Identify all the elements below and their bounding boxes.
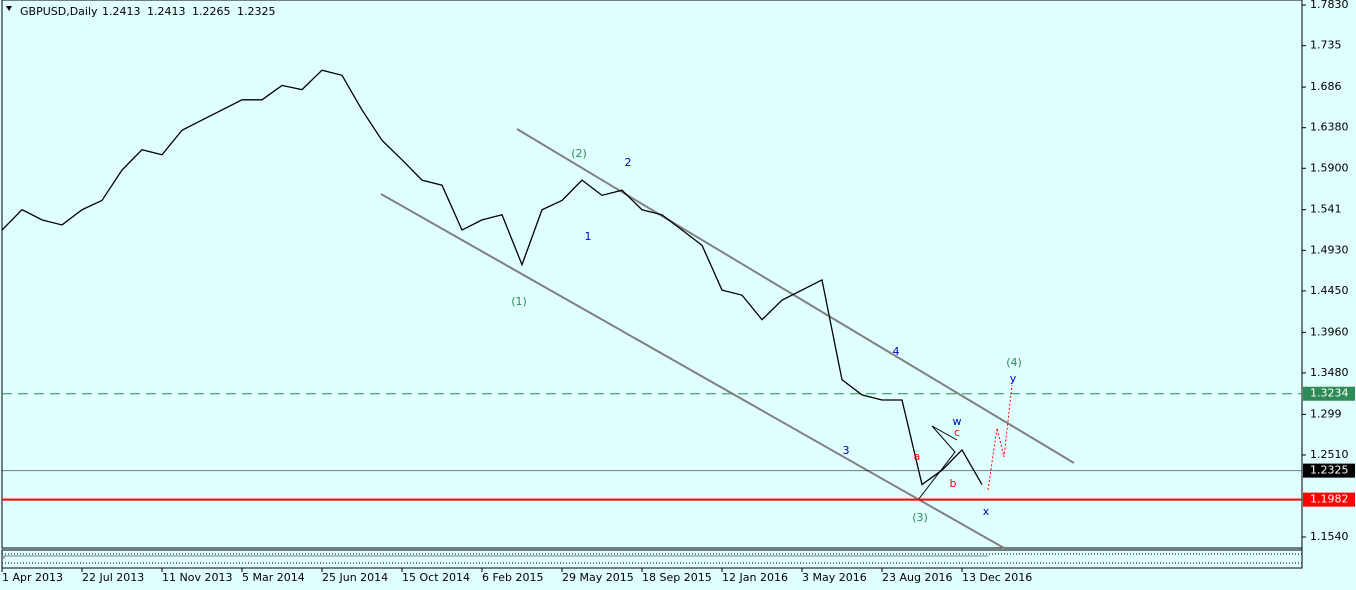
wave-label: y bbox=[1010, 372, 1017, 385]
y-tick-label: 1.6380 bbox=[1310, 121, 1349, 134]
y-tick-label: 1.541 bbox=[1310, 203, 1342, 216]
y-tick-label: 1.2510 bbox=[1310, 448, 1349, 461]
ohlc-value: 1.2265 bbox=[192, 5, 231, 18]
y-tick-label: 1.735 bbox=[1310, 39, 1342, 52]
wave-label: c bbox=[954, 426, 960, 439]
wave-label: b bbox=[950, 477, 957, 490]
ohlc-value: 1.2413 bbox=[102, 5, 141, 18]
projection bbox=[987, 384, 1013, 491]
x-tick-label: 11 Nov 2013 bbox=[162, 571, 232, 584]
y-tick-label: 1.5900 bbox=[1310, 161, 1349, 174]
triangle-lines bbox=[917, 425, 958, 501]
wave-label: w bbox=[953, 415, 962, 428]
x-tick-label: 22 Jul 2013 bbox=[82, 571, 144, 584]
price-label-bg bbox=[1303, 463, 1355, 478]
price-line bbox=[1, 69, 983, 486]
indicator-frame bbox=[1, 549, 1303, 569]
price-label: 1.3234 bbox=[1310, 387, 1349, 400]
wave-label: (3) bbox=[912, 511, 928, 524]
y-tick-label: 1.686 bbox=[1310, 80, 1342, 93]
x-tick-label: 25 Jun 2014 bbox=[322, 571, 388, 584]
y-tick-label: 1.3480 bbox=[1310, 366, 1349, 379]
wave-label: 4 bbox=[893, 345, 900, 358]
channel-lower bbox=[380, 193, 1005, 549]
ohlc-value: 1.2325 bbox=[237, 5, 276, 18]
wave-label: 3 bbox=[843, 444, 850, 457]
wave-label: 2 bbox=[625, 156, 632, 169]
price-label-bg bbox=[1303, 492, 1355, 507]
price-label-bg bbox=[1303, 386, 1355, 401]
price-label: 1.2325 bbox=[1310, 464, 1349, 477]
menu-triangle bbox=[6, 6, 12, 11]
ohlc-value: 1.2413 bbox=[147, 5, 186, 18]
channel-upper bbox=[516, 128, 1075, 464]
x-tick-label: 23 Aug 2016 bbox=[882, 571, 952, 584]
y-tick-label: 1.299 bbox=[1310, 407, 1342, 420]
wave-label: (2) bbox=[571, 147, 587, 160]
x-tick-label: 29 May 2015 bbox=[562, 571, 634, 584]
plot-frame bbox=[1, 0, 1303, 549]
x-tick-label: 1 Apr 2013 bbox=[2, 571, 63, 584]
y-tick-label: 1.4930 bbox=[1310, 243, 1349, 256]
x-tick-label: 18 Sep 2015 bbox=[642, 571, 712, 584]
x-tick-label: 6 Feb 2015 bbox=[482, 571, 543, 584]
wave-label: (4) bbox=[1006, 356, 1022, 369]
wave-label: (1) bbox=[511, 295, 527, 308]
x-tick-label: 13 Dec 2016 bbox=[962, 571, 1032, 584]
x-tick-label: 5 Mar 2014 bbox=[242, 571, 305, 584]
y-tick-label: 1.3960 bbox=[1310, 325, 1349, 338]
wave-label: a bbox=[914, 450, 921, 463]
x-tick-label: 15 Oct 2014 bbox=[402, 571, 470, 584]
wave-label: x bbox=[983, 505, 990, 518]
indicator bbox=[2, 553, 1302, 564]
y-tick-label: 1.7830 bbox=[1310, 0, 1349, 11]
y-tick-label: 1.1540 bbox=[1310, 530, 1349, 543]
x-tick-label: 3 May 2016 bbox=[802, 571, 867, 584]
indicator-line bbox=[3, 555, 988, 559]
x-tick-label: 12 Jan 2016 bbox=[722, 571, 788, 584]
price-label: 1.1982 bbox=[1310, 493, 1349, 506]
symbol: GBPUSD,Daily bbox=[20, 5, 98, 18]
wave-label: 1 bbox=[585, 230, 592, 243]
y-tick-label: 1.4450 bbox=[1310, 284, 1349, 297]
